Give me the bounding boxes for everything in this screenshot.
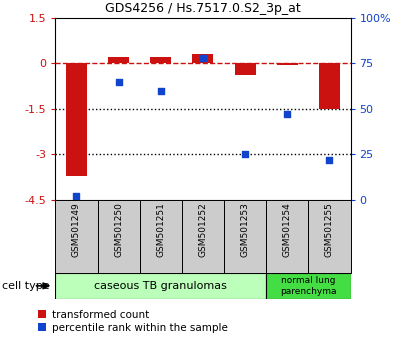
Bar	[182, 200, 223, 273]
Bar	[265, 200, 308, 273]
Bar	[55, 200, 97, 273]
Title: GDS4256 / Hs.7517.0.S2_3p_at: GDS4256 / Hs.7517.0.S2_3p_at	[105, 2, 300, 15]
Point	[326, 157, 332, 163]
Text: GSM501250: GSM501250	[114, 202, 123, 257]
Bar	[55, 273, 265, 299]
Bar	[66, 63, 87, 176]
Bar	[97, 200, 139, 273]
Text: GSM501253: GSM501253	[240, 202, 249, 257]
Point	[115, 79, 121, 84]
Point	[283, 112, 290, 117]
Bar	[223, 200, 265, 273]
Bar	[308, 200, 350, 273]
Bar	[139, 200, 182, 273]
Bar	[318, 63, 339, 109]
Point	[157, 88, 164, 93]
Legend: transformed count, percentile rank within the sample: transformed count, percentile rank withi…	[38, 310, 227, 333]
Bar	[234, 63, 255, 75]
Text: cell type: cell type	[2, 281, 49, 291]
Text: normal lung
parenchyma: normal lung parenchyma	[279, 276, 336, 296]
Text: GSM501251: GSM501251	[156, 202, 165, 257]
Point	[199, 55, 206, 61]
Bar	[265, 273, 350, 299]
Text: GSM501249: GSM501249	[72, 202, 81, 257]
Text: GSM501255: GSM501255	[324, 202, 333, 257]
Point	[241, 152, 248, 157]
Bar	[276, 63, 297, 65]
Text: caseous TB granulomas: caseous TB granulomas	[94, 281, 227, 291]
Bar	[150, 57, 171, 63]
Point	[73, 194, 79, 199]
Text: GSM501252: GSM501252	[198, 202, 207, 257]
Bar	[108, 57, 129, 63]
Bar	[192, 54, 213, 63]
Text: GSM501254: GSM501254	[282, 202, 291, 257]
